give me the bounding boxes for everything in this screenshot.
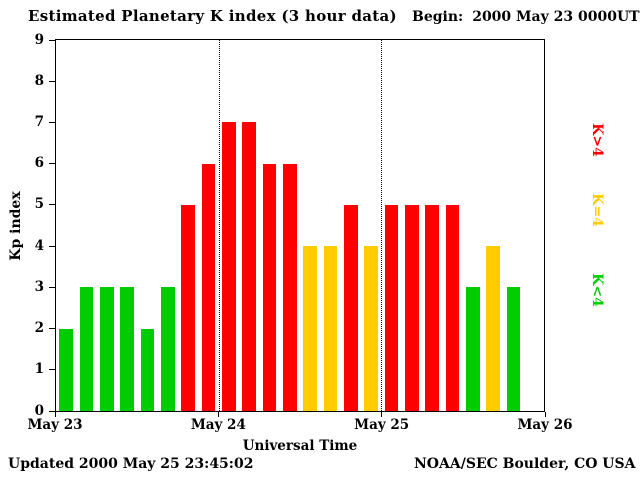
x-tick-label: May 24 [190, 417, 246, 433]
kp-bar [344, 204, 358, 411]
day-boundary-line [218, 40, 220, 411]
kp-bar [506, 287, 521, 411]
x-axis-title: Universal Time [242, 438, 358, 454]
legend-label: K>4 [589, 123, 605, 157]
legend-label: K<4 [589, 273, 605, 307]
kp-bar [283, 163, 297, 411]
chart-title: Estimated Planetary K index (3 hour data… [28, 7, 397, 25]
begin-value: 2000 May 23 0000UT [472, 9, 640, 25]
y-tick-mark [49, 204, 55, 206]
y-tick-label: 5 [34, 196, 44, 213]
day-boundary-line [381, 40, 383, 411]
y-tick-mark [49, 286, 55, 288]
y-tick-label: 1 [34, 361, 44, 378]
y-tick-label: 8 [34, 72, 44, 89]
kp-bar [466, 287, 480, 411]
kp-bar [445, 204, 460, 411]
plot-area [55, 39, 545, 412]
kp-bar [425, 204, 439, 411]
y-tick-mark [49, 163, 55, 165]
x-tick-label: May 25 [354, 417, 410, 433]
kp-bar [323, 246, 338, 411]
y-tick-label: 2 [34, 320, 44, 337]
y-tick-mark [49, 328, 55, 330]
kp-bar [59, 328, 73, 411]
y-tick-mark [49, 369, 55, 371]
y-tick-mark [49, 121, 55, 123]
legend-label: K=4 [589, 193, 605, 227]
begin-label: Begin: [412, 9, 464, 25]
y-tick-label: 4 [34, 237, 44, 254]
kp-bar [262, 163, 277, 411]
y-tick-mark [49, 410, 55, 412]
kp-bar [384, 204, 399, 411]
x-tick-mark [217, 412, 219, 417]
x-tick-label: May 26 [517, 417, 573, 433]
x-tick-mark [54, 412, 56, 417]
kp-bar [405, 204, 419, 411]
source-credit: NOAA/SEC Boulder, CO USA [414, 456, 636, 472]
y-tick-label: 3 [34, 278, 44, 295]
kp-bar [100, 287, 114, 411]
kp-bar [161, 287, 175, 411]
y-tick-mark [49, 80, 55, 82]
y-tick-label: 6 [34, 155, 44, 172]
kp-bar [303, 246, 317, 411]
kp-bar [364, 246, 378, 411]
kp-bar [140, 328, 155, 411]
kp-bar [486, 246, 500, 411]
kp-bar [79, 287, 94, 411]
kp-bar [201, 163, 216, 411]
kp-bar [181, 204, 195, 411]
x-tick-mark [544, 412, 546, 417]
y-tick-label: 0 [34, 402, 44, 419]
kp-bar [242, 122, 256, 411]
updated-timestamp: Updated 2000 May 25 23:45:02 [8, 456, 254, 472]
y-tick-mark [49, 39, 55, 41]
y-tick-label: 9 [34, 31, 44, 48]
x-tick-mark [381, 412, 383, 417]
begin-timestamp: Begin: 2000 May 23 0000UT [412, 9, 640, 25]
kp-bar [120, 287, 134, 411]
y-tick-mark [49, 245, 55, 247]
y-tick-label: 7 [34, 113, 44, 130]
kp-bar [222, 122, 236, 411]
x-tick-label: May 23 [27, 417, 83, 433]
